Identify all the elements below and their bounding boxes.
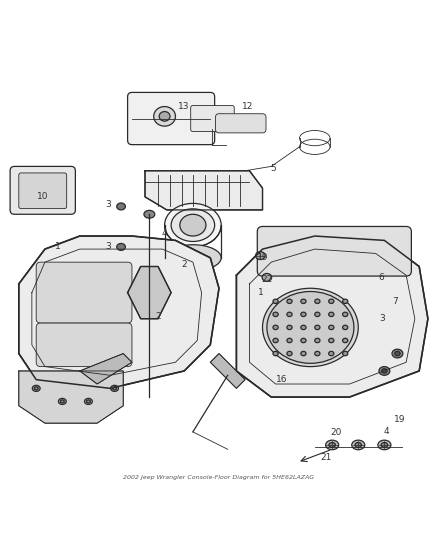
Ellipse shape xyxy=(111,385,118,391)
Ellipse shape xyxy=(343,299,348,303)
Ellipse shape xyxy=(58,398,66,405)
Ellipse shape xyxy=(328,351,334,356)
FancyBboxPatch shape xyxy=(127,92,215,144)
Ellipse shape xyxy=(395,351,400,356)
Polygon shape xyxy=(145,171,262,210)
Polygon shape xyxy=(80,353,132,384)
Ellipse shape xyxy=(301,351,306,356)
FancyBboxPatch shape xyxy=(215,114,266,133)
Ellipse shape xyxy=(343,325,348,329)
Text: 19: 19 xyxy=(394,415,405,424)
Ellipse shape xyxy=(273,338,278,343)
Ellipse shape xyxy=(382,369,387,373)
Text: 10: 10 xyxy=(37,192,49,201)
Ellipse shape xyxy=(378,440,391,450)
Ellipse shape xyxy=(34,387,38,390)
Ellipse shape xyxy=(113,387,117,390)
Ellipse shape xyxy=(287,312,292,317)
FancyBboxPatch shape xyxy=(36,323,132,367)
Ellipse shape xyxy=(328,325,334,329)
Ellipse shape xyxy=(328,312,334,317)
Ellipse shape xyxy=(262,288,358,367)
Ellipse shape xyxy=(381,442,388,447)
Text: 1: 1 xyxy=(258,288,263,297)
Text: 19: 19 xyxy=(257,253,268,262)
FancyBboxPatch shape xyxy=(257,227,411,276)
Polygon shape xyxy=(237,236,428,397)
Text: 21: 21 xyxy=(320,454,331,463)
Ellipse shape xyxy=(328,338,334,343)
Ellipse shape xyxy=(154,107,176,126)
Ellipse shape xyxy=(379,367,390,375)
Text: 4: 4 xyxy=(384,427,389,437)
Ellipse shape xyxy=(343,312,348,317)
Ellipse shape xyxy=(86,400,90,403)
Text: 3: 3 xyxy=(105,243,111,252)
Ellipse shape xyxy=(273,325,278,329)
Ellipse shape xyxy=(165,245,221,271)
Ellipse shape xyxy=(267,292,354,364)
Ellipse shape xyxy=(287,351,292,356)
Ellipse shape xyxy=(165,204,221,247)
Ellipse shape xyxy=(159,111,170,121)
Text: 16: 16 xyxy=(276,375,288,384)
Ellipse shape xyxy=(171,209,215,241)
Ellipse shape xyxy=(315,351,320,356)
Text: 6: 6 xyxy=(378,273,384,282)
Ellipse shape xyxy=(325,440,339,450)
Ellipse shape xyxy=(144,211,155,218)
Ellipse shape xyxy=(329,442,336,447)
Ellipse shape xyxy=(343,351,348,356)
FancyBboxPatch shape xyxy=(19,173,67,208)
Ellipse shape xyxy=(352,440,365,450)
Ellipse shape xyxy=(301,299,306,303)
Text: 2: 2 xyxy=(155,312,161,321)
Ellipse shape xyxy=(117,203,125,210)
Polygon shape xyxy=(19,371,123,423)
Text: 12: 12 xyxy=(242,102,253,111)
FancyBboxPatch shape xyxy=(191,106,234,132)
Text: 7: 7 xyxy=(392,297,398,306)
Ellipse shape xyxy=(328,299,334,303)
Ellipse shape xyxy=(32,385,40,391)
Ellipse shape xyxy=(343,338,348,343)
Text: 20: 20 xyxy=(331,428,342,437)
Ellipse shape xyxy=(85,398,92,405)
FancyBboxPatch shape xyxy=(36,262,132,323)
Ellipse shape xyxy=(273,312,278,317)
Text: 2: 2 xyxy=(181,260,187,269)
Ellipse shape xyxy=(60,400,64,403)
Ellipse shape xyxy=(273,351,278,356)
Ellipse shape xyxy=(315,338,320,343)
Ellipse shape xyxy=(392,349,403,358)
Ellipse shape xyxy=(273,299,278,303)
Ellipse shape xyxy=(117,244,125,251)
Ellipse shape xyxy=(180,214,206,236)
Ellipse shape xyxy=(287,325,292,329)
Text: 22: 22 xyxy=(261,275,272,284)
Text: 3: 3 xyxy=(379,314,385,323)
Text: 13: 13 xyxy=(178,102,190,111)
Ellipse shape xyxy=(315,299,320,303)
Ellipse shape xyxy=(255,252,265,260)
Text: 5: 5 xyxy=(271,164,276,173)
Ellipse shape xyxy=(287,299,292,303)
Text: 1: 1 xyxy=(55,243,61,252)
Ellipse shape xyxy=(287,338,292,343)
Text: 3: 3 xyxy=(105,200,111,209)
Ellipse shape xyxy=(301,312,306,317)
Ellipse shape xyxy=(315,312,320,317)
Ellipse shape xyxy=(262,273,272,281)
Ellipse shape xyxy=(301,325,306,329)
Polygon shape xyxy=(210,353,245,389)
Ellipse shape xyxy=(355,442,361,447)
Polygon shape xyxy=(19,236,219,389)
Polygon shape xyxy=(127,266,171,319)
FancyBboxPatch shape xyxy=(10,166,75,214)
Text: 2002 Jeep Wrangler Console-Floor Diagram for 5HE62LAZAG: 2002 Jeep Wrangler Console-Floor Diagram… xyxy=(124,475,314,480)
Ellipse shape xyxy=(301,338,306,343)
Ellipse shape xyxy=(315,325,320,329)
Text: 4: 4 xyxy=(162,229,167,238)
